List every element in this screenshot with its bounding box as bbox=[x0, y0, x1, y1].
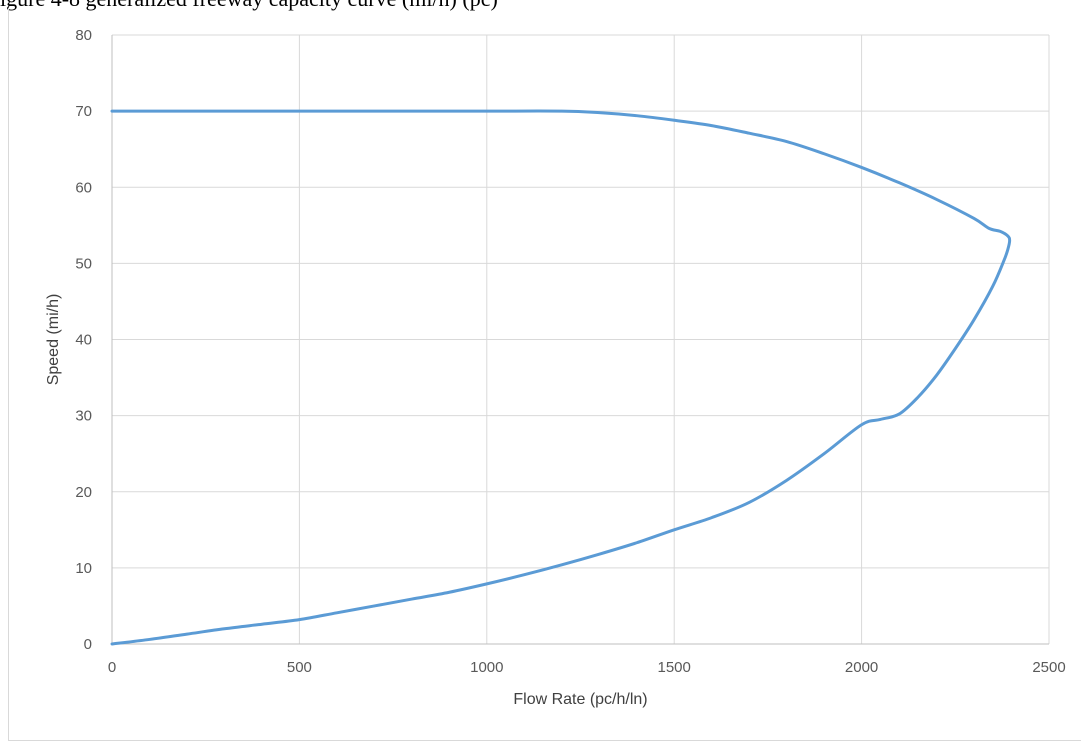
series-lines bbox=[110, 109, 1012, 646]
grid-lines bbox=[112, 34, 1050, 644]
y-tick-labels: 0 10 20 30 40 50 60 70 80 bbox=[75, 27, 92, 653]
y-tick-label: 80 bbox=[75, 27, 92, 44]
x-tick-label: 2000 bbox=[845, 659, 878, 676]
y-tick-label: 10 bbox=[75, 560, 92, 577]
axes bbox=[111, 35, 1049, 645]
y-axis-label: Speed (mi/h) bbox=[45, 294, 62, 386]
y-tick-label: 40 bbox=[75, 332, 92, 349]
x-tick-label: 500 bbox=[287, 659, 312, 676]
x-tick-label: 2500 bbox=[1032, 659, 1065, 676]
x-axis-label: Flow Rate (pc/h/ln) bbox=[513, 691, 647, 708]
x-tick-label: 1000 bbox=[470, 659, 503, 676]
caption-fragment: igure 4-8 generalized freeway capacity c… bbox=[0, 0, 1081, 12]
y-tick-label: 20 bbox=[75, 484, 92, 501]
series-line-speed-flow bbox=[110, 109, 1012, 646]
x-tick-label: 1500 bbox=[658, 659, 691, 676]
y-tick-label: 50 bbox=[75, 255, 92, 272]
y-tick-label: 0 bbox=[84, 636, 92, 653]
y-tick-label: 30 bbox=[75, 408, 92, 425]
x-tick-labels: 0 500 1000 1500 2000 2500 bbox=[108, 659, 1066, 676]
y-tick-label: 60 bbox=[75, 179, 92, 196]
y-tick-label: 70 bbox=[75, 103, 92, 120]
x-tick-label: 0 bbox=[108, 659, 116, 676]
